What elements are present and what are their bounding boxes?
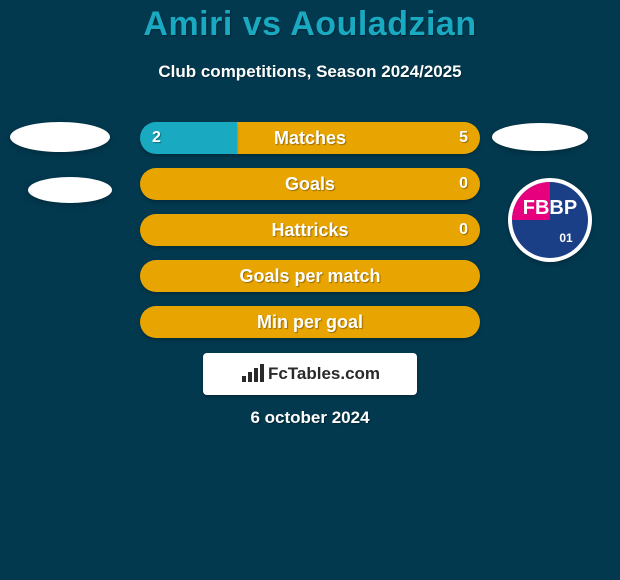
- brand-text: FcTables.com: [268, 364, 380, 384]
- player-right-avatar-ellipse: [492, 123, 588, 151]
- stat-row: Goals per match: [140, 260, 480, 292]
- footer-date: 6 october 2024: [0, 408, 620, 428]
- stat-label: Matches: [140, 122, 480, 154]
- stat-value-left: 2: [152, 122, 161, 154]
- stat-row: Matches2 5: [140, 122, 480, 154]
- brand-logo: FcTables.com: [240, 364, 380, 384]
- page-subtitle: Club competitions, Season 2024/2025: [0, 62, 620, 82]
- club-left-avatar-ellipse: [28, 177, 112, 203]
- stat-value-right: 0: [459, 214, 468, 246]
- stat-row: Goals0: [140, 168, 480, 200]
- stat-value-right: 5: [459, 122, 468, 154]
- page-title: Amiri vs Aouladzian: [0, 5, 620, 44]
- stat-label: Hattricks: [140, 214, 480, 246]
- stat-value-right: 0: [459, 168, 468, 200]
- brand-box: FcTables.com: [203, 353, 417, 395]
- club-right-badge: FBBP 01: [508, 178, 592, 262]
- stat-row: Min per goal: [140, 306, 480, 338]
- player-left-avatar-ellipse: [10, 122, 110, 152]
- svg-text:01: 01: [559, 231, 573, 245]
- stat-row: Hattricks0: [140, 214, 480, 246]
- bars-icon: [240, 364, 264, 384]
- stat-label: Min per goal: [140, 306, 480, 338]
- club-right-badge-text: FBBP: [523, 197, 577, 219]
- stat-label: Goals per match: [140, 260, 480, 292]
- stat-label: Goals: [140, 168, 480, 200]
